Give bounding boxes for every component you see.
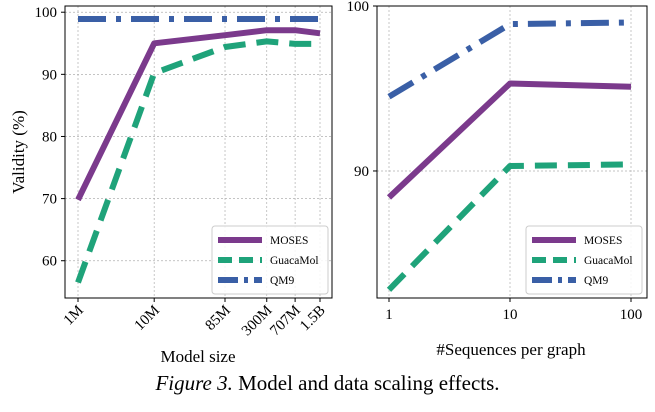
x-tick-label: 100 bbox=[620, 307, 643, 323]
legend: MOSES GuacaMol QM9 bbox=[211, 225, 329, 295]
caption-text: Model and data scaling effects. bbox=[238, 371, 500, 395]
y-tick-label: 90 bbox=[42, 67, 57, 83]
series-lines bbox=[75, 16, 321, 284]
x-tick-label: 10M bbox=[132, 303, 163, 334]
plot-frame bbox=[64, 5, 333, 299]
legend: MOSES GuacaMol QM9 bbox=[525, 225, 643, 295]
y-tick-label: 90 bbox=[354, 164, 369, 180]
grid bbox=[65, 6, 332, 298]
series-line-moses bbox=[75, 27, 321, 202]
x-axis-label: Model size bbox=[160, 347, 235, 366]
series-lines bbox=[386, 19, 632, 292]
x-tick-label: 300M bbox=[239, 303, 276, 340]
figure-caption: Figure 3. Model and data scaling effects… bbox=[0, 371, 655, 396]
legend-label: QM9 bbox=[584, 275, 609, 287]
series-line-qm9 bbox=[387, 19, 632, 100]
legend-label: MOSES bbox=[584, 235, 622, 247]
y-axis-label: Validity (%) bbox=[9, 110, 28, 194]
legend-label: MOSES bbox=[270, 235, 308, 247]
plot-frame bbox=[376, 5, 648, 299]
x-tick-label: 1 bbox=[385, 307, 393, 323]
series-line-moses bbox=[386, 80, 632, 200]
x-tick-label: 1M bbox=[61, 303, 87, 329]
legend-label: GuacaMol bbox=[270, 255, 319, 267]
legend-label: QM9 bbox=[270, 275, 295, 287]
x-tick-label: 1.5B bbox=[297, 303, 329, 335]
y-tick-label: 60 bbox=[42, 254, 57, 270]
x-tick-label: 10 bbox=[503, 307, 518, 323]
series-line-guacamol bbox=[386, 161, 632, 292]
y-tick-label: 80 bbox=[42, 129, 57, 145]
y-tick-label: 70 bbox=[42, 192, 57, 208]
y-tick-label: 100 bbox=[35, 5, 58, 21]
caption-label: Figure 3. bbox=[155, 371, 233, 395]
legend-label: GuacaMol bbox=[584, 255, 633, 267]
x-axis-label: #Sequences per graph bbox=[436, 340, 586, 359]
series-line-guacamol bbox=[75, 38, 320, 284]
y-tick-label: 100 bbox=[347, 0, 370, 15]
x-tick-label: 85M bbox=[202, 303, 233, 334]
